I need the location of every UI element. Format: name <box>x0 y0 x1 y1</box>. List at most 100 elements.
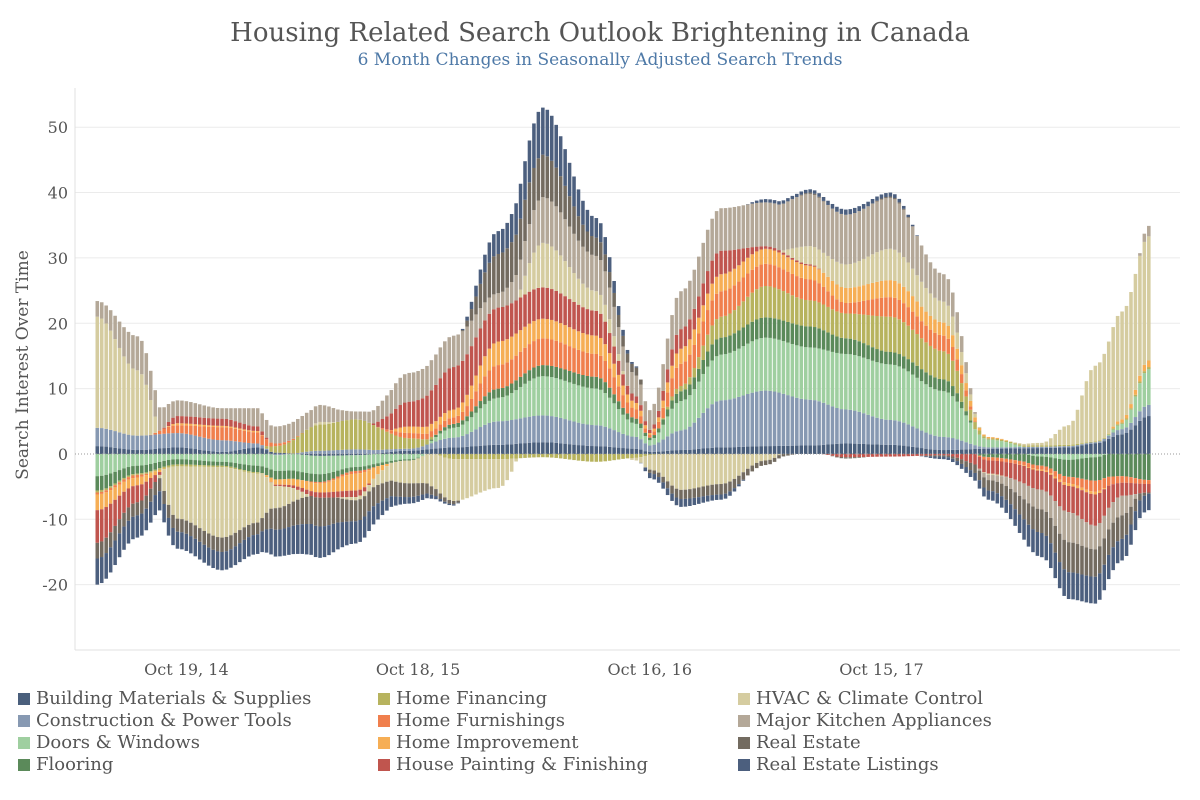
bar-segment <box>754 202 759 247</box>
bar-segment <box>340 491 345 498</box>
bar-segment <box>215 453 220 462</box>
bar-segment <box>1098 456 1102 481</box>
bar-segment <box>1057 458 1062 474</box>
bar-segment <box>986 480 991 491</box>
bar-segment <box>781 203 786 251</box>
bar-segment <box>140 474 144 477</box>
bar-segment <box>821 201 826 253</box>
bar-segment <box>407 401 411 427</box>
bar-segment <box>590 254 594 291</box>
bar-segment <box>821 349 826 403</box>
bar-segment <box>732 478 737 489</box>
bar-segment <box>131 466 135 475</box>
bar-segment <box>893 352 897 365</box>
bar-segment <box>505 248 509 288</box>
bar-segment <box>986 448 991 454</box>
bar-segment <box>478 459 483 493</box>
bar-segment <box>394 453 398 461</box>
bar-segment <box>140 453 144 466</box>
legend-item: Home Financing <box>378 688 547 709</box>
bar-segment <box>536 442 541 454</box>
bar-segment <box>108 447 113 454</box>
bar-segment <box>1004 447 1009 449</box>
bar-segment <box>942 351 946 380</box>
bar-segment <box>394 496 398 506</box>
bar-segment <box>576 331 581 350</box>
bar-segment <box>1111 429 1115 433</box>
bar-segment <box>973 453 977 465</box>
bar-segment <box>1138 375 1142 382</box>
bar-segment <box>598 355 603 379</box>
bar-segment <box>367 491 371 512</box>
bar-segment <box>786 453 790 456</box>
bar-segment <box>296 486 300 490</box>
bar-segment <box>394 461 398 482</box>
bar-segment <box>634 457 639 461</box>
bar-segment <box>260 473 264 519</box>
bar-segment <box>928 434 933 450</box>
bar-segment <box>1049 468 1053 474</box>
bar-segment <box>389 430 394 434</box>
bar-segment <box>572 372 576 384</box>
bar-segment <box>1062 569 1066 596</box>
bar-segment <box>1062 447 1066 454</box>
bar-segment <box>772 250 777 266</box>
bar-segment <box>331 408 336 423</box>
bar-segment <box>884 297 888 317</box>
bar-segment <box>1089 442 1093 444</box>
bar-segment <box>478 427 483 446</box>
bar-segment <box>1057 429 1062 445</box>
bar-segment <box>220 425 224 428</box>
bar-segment <box>973 412 977 414</box>
bar-segment <box>884 193 888 198</box>
legend-swatch <box>738 737 750 749</box>
bar-segment <box>478 408 483 428</box>
bar-segment <box>590 388 594 426</box>
bar-segment <box>492 294 496 310</box>
bar-segment <box>376 421 380 427</box>
bar-segment <box>264 529 269 553</box>
bar-segment <box>545 338 550 366</box>
bar-segment <box>474 429 478 447</box>
bar-segment <box>692 422 697 450</box>
bar-segment <box>741 248 746 262</box>
bar-segment <box>710 447 714 454</box>
bar-segment <box>291 488 296 502</box>
bar-segment <box>296 479 300 487</box>
bar-segment <box>986 453 991 458</box>
bar-segment <box>1066 572 1071 600</box>
bar-segment <box>420 426 425 434</box>
bar-segment <box>795 397 799 446</box>
bar-segment <box>835 407 839 444</box>
bar-segment <box>563 296 567 326</box>
bar-segment <box>206 466 211 534</box>
bar-segment <box>99 557 104 584</box>
bar-segment <box>630 448 634 454</box>
bar-segment <box>576 445 581 454</box>
bar-segment <box>991 448 995 454</box>
bar-segment <box>1133 478 1138 484</box>
bar-segment <box>1062 476 1066 483</box>
bar-segment <box>968 388 973 395</box>
bar-segment <box>238 453 242 464</box>
bar-segment <box>759 338 763 391</box>
bar-segment <box>719 250 723 275</box>
bar-segment <box>273 452 278 454</box>
bar-segment <box>215 427 220 441</box>
bar-segment <box>500 364 505 388</box>
bar-segment <box>233 469 238 533</box>
bar-segment <box>754 453 759 463</box>
bar-segment <box>982 459 986 473</box>
bar-segment <box>260 431 264 436</box>
bar-segment <box>897 283 902 300</box>
bar-segment <box>224 427 229 441</box>
legend-swatch <box>18 759 30 771</box>
bar-segment <box>897 421 902 446</box>
bar-segment <box>924 432 928 449</box>
bar-segment <box>474 375 478 392</box>
bar-segment <box>737 249 741 266</box>
bar-segment <box>723 493 728 499</box>
bar-segment <box>937 390 942 437</box>
bar-segment <box>523 383 527 418</box>
bar-segment <box>1022 461 1026 466</box>
